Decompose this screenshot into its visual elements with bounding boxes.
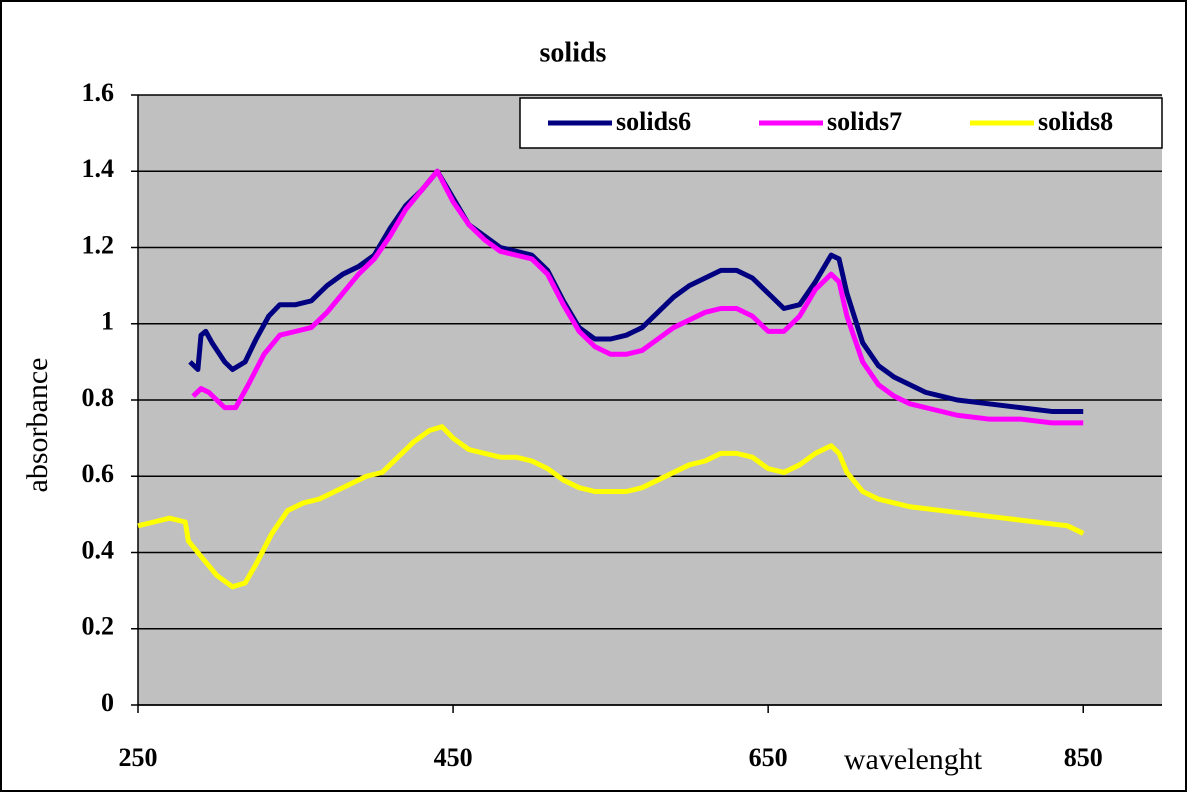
legend-label: solids6	[616, 107, 691, 136]
x-tick-label: 450	[434, 743, 473, 772]
y-tick-label: 0	[101, 688, 114, 717]
data-line	[191, 168, 1084, 426]
y-tick-label: 1.4	[82, 154, 115, 183]
y-tick-label: 1.6	[82, 78, 115, 107]
x-tick-label: 850	[1064, 743, 1103, 772]
y-tick-label: 1.2	[82, 230, 115, 259]
legend-label: solids7	[827, 107, 902, 136]
legend	[519, 97, 1163, 149]
legend-label: solids8	[1038, 107, 1113, 136]
chart-title: solids	[540, 37, 607, 68]
y-tick-label: 0.4	[82, 535, 115, 564]
x-tick-label: 250	[119, 743, 158, 772]
x-tick-label: 650	[749, 743, 788, 772]
y-tick-label: 1	[101, 307, 114, 336]
x-axis-label: wavelenght	[844, 743, 983, 776]
y-tick-label: 0.8	[82, 383, 115, 412]
data-line	[137, 424, 1085, 590]
y-tick-label: 0.6	[82, 459, 115, 488]
y-axis-label: absorbance	[21, 358, 54, 493]
y-tick-label: 0.2	[82, 612, 115, 641]
